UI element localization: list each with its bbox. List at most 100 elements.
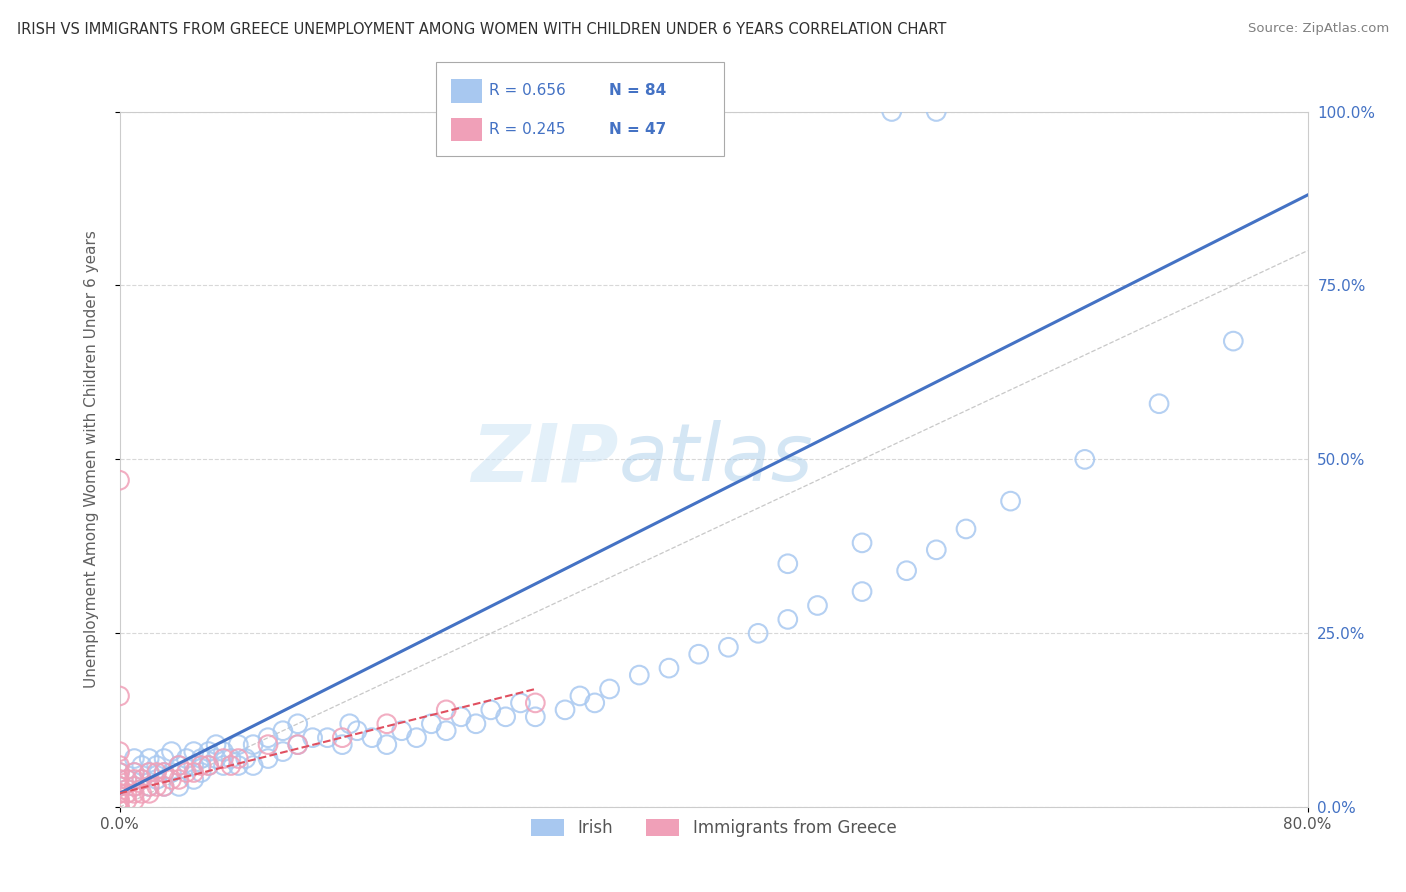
Point: [145, 780, 167, 794]
Point: [183, 765, 205, 780]
Point: [197, 758, 219, 772]
Point: [108, 758, 131, 772]
Point: [145, 772, 167, 787]
Point: [124, 765, 146, 780]
Point: [108, 780, 131, 794]
Point: [257, 738, 280, 752]
Point: [115, 772, 138, 787]
Point: [108, 765, 131, 780]
Point: [361, 731, 384, 745]
Text: N = 84: N = 84: [609, 84, 666, 98]
Point: [190, 758, 212, 772]
Point: [316, 731, 339, 745]
Point: [212, 751, 235, 765]
Point: [271, 723, 294, 738]
Point: [124, 751, 146, 765]
Point: [330, 731, 353, 745]
Point: [124, 780, 146, 794]
Point: [658, 661, 681, 675]
Point: [108, 689, 131, 703]
Point: [124, 786, 146, 800]
Point: [183, 745, 205, 759]
Point: [131, 786, 153, 800]
Point: [747, 626, 769, 640]
Point: [108, 745, 131, 759]
Point: [160, 772, 183, 787]
Point: [108, 793, 131, 807]
Point: [108, 765, 131, 780]
Point: [153, 751, 176, 765]
Point: [138, 786, 160, 800]
Point: [509, 696, 531, 710]
Text: Source: ZipAtlas.com: Source: ZipAtlas.com: [1249, 22, 1389, 36]
Point: [197, 745, 219, 759]
Point: [391, 723, 413, 738]
Y-axis label: Unemployment Among Women with Children Under 6 years: Unemployment Among Women with Children U…: [84, 230, 98, 689]
Point: [955, 522, 977, 536]
Point: [160, 745, 183, 759]
Point: [524, 696, 547, 710]
Point: [524, 710, 547, 724]
Point: [235, 751, 257, 765]
Point: [375, 738, 398, 752]
Point: [183, 772, 205, 787]
Point: [339, 716, 361, 731]
Point: [205, 751, 228, 765]
Point: [138, 780, 160, 794]
Point: [108, 780, 131, 794]
Text: R = 0.656: R = 0.656: [489, 84, 567, 98]
Legend: Irish, Immigrants from Greece: Irish, Immigrants from Greece: [524, 813, 903, 844]
Point: [167, 780, 190, 794]
Point: [108, 780, 131, 794]
Point: [108, 473, 131, 487]
Point: [124, 780, 146, 794]
Point: [420, 716, 443, 731]
Point: [131, 772, 153, 787]
Point: [212, 745, 235, 759]
Point: [925, 104, 948, 119]
Point: [115, 793, 138, 807]
Point: [153, 780, 176, 794]
Point: [257, 731, 280, 745]
Point: [108, 786, 131, 800]
Point: [925, 542, 948, 557]
Point: [568, 689, 591, 703]
Point: [375, 716, 398, 731]
Point: [851, 584, 873, 599]
Point: [464, 716, 488, 731]
Point: [242, 738, 264, 752]
Point: [583, 696, 606, 710]
Point: [271, 745, 294, 759]
Point: [145, 758, 167, 772]
Point: [108, 772, 131, 787]
Text: atlas: atlas: [619, 420, 813, 499]
Point: [776, 612, 799, 626]
Point: [717, 640, 740, 655]
Point: [434, 703, 457, 717]
Point: [176, 751, 198, 765]
Point: [1074, 452, 1097, 467]
Point: [124, 765, 146, 780]
Point: [205, 738, 228, 752]
Text: N = 47: N = 47: [609, 122, 666, 136]
Point: [806, 599, 828, 613]
Point: [108, 786, 131, 800]
Point: [160, 765, 183, 780]
Point: [1147, 397, 1170, 411]
Point: [434, 723, 457, 738]
Point: [228, 758, 250, 772]
Point: [115, 772, 138, 787]
Point: [138, 751, 160, 765]
Point: [776, 557, 799, 571]
Point: [190, 751, 212, 765]
Point: [183, 758, 205, 772]
Point: [167, 758, 190, 772]
Point: [131, 772, 153, 787]
Point: [554, 703, 576, 717]
Point: [346, 723, 368, 738]
Point: [1000, 494, 1022, 508]
Point: [228, 751, 250, 765]
Text: IRISH VS IMMIGRANTS FROM GREECE UNEMPLOYMENT AMONG WOMEN WITH CHILDREN UNDER 6 Y: IRISH VS IMMIGRANTS FROM GREECE UNEMPLOY…: [17, 22, 946, 37]
Point: [108, 793, 131, 807]
Point: [405, 731, 427, 745]
